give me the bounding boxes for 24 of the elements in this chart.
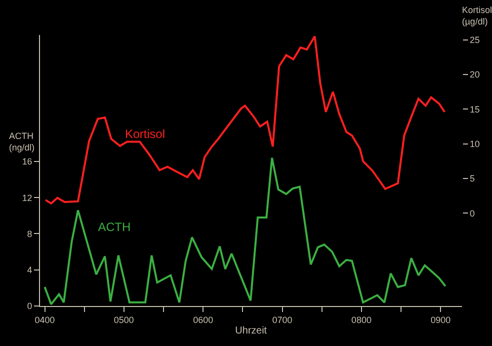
x-tick-label: 0600	[193, 314, 214, 325]
y-tick-label: 12	[22, 192, 32, 203]
series-label: ACTH	[98, 220, 131, 234]
y2-tick-label: 25	[470, 35, 480, 45]
y2-axis-title: Kortisol (µg/dl)	[462, 5, 492, 27]
x-tick-label: 0500	[114, 314, 134, 325]
y-tick-label: 16	[22, 156, 32, 167]
y-axis-title: ACTH (ng/dl)	[9, 131, 35, 153]
y2-tick-label: 20	[470, 70, 480, 80]
y2-tick-label: 0	[470, 208, 475, 218]
x-tick-label: 0700	[272, 314, 292, 325]
y-tick-label: 0	[27, 301, 32, 312]
x-axis-title: Uhrzeit	[235, 325, 268, 336]
y-tick-label: 4	[27, 265, 32, 276]
y2-tick-label: 5	[470, 174, 475, 184]
y-tick-label: 8	[27, 228, 32, 239]
y2-tick-label: 10	[470, 138, 480, 149]
series-label: Kortisol	[125, 127, 166, 141]
line-series	[44, 156, 446, 306]
line-series	[44, 35, 446, 204]
x-tick-label: 0900	[430, 314, 451, 325]
y2-tick-label: 15	[470, 104, 480, 114]
x-tick-label: 0800	[351, 314, 372, 325]
x-tick-label: 0400	[34, 314, 55, 325]
